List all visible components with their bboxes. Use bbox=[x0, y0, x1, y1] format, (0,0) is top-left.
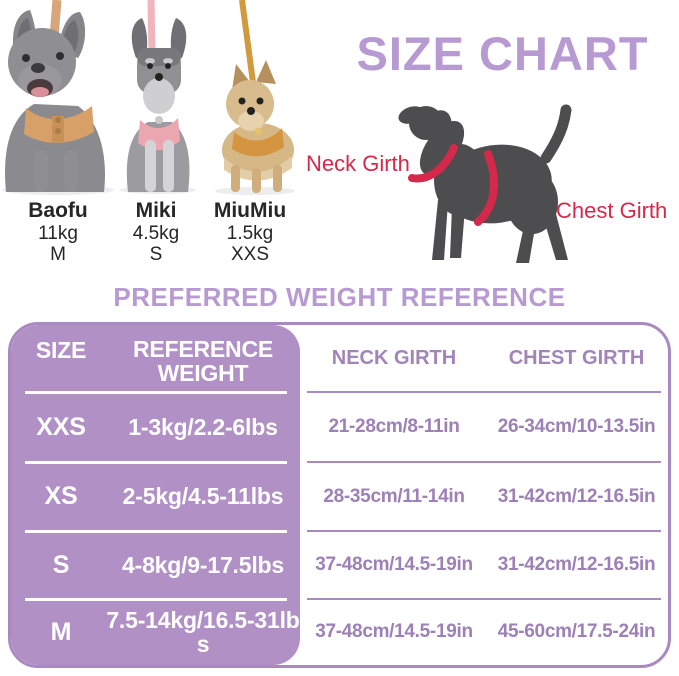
row-divider bbox=[25, 461, 287, 464]
dog-name: Miki bbox=[135, 199, 177, 222]
column-header-neck-girth: NECK GIRTH bbox=[331, 347, 457, 369]
model-dogs-photo: Baofu 11kg M Miki 4.5kg S MiuMiu 1.5kg X… bbox=[0, 0, 330, 270]
row-divider bbox=[307, 391, 661, 393]
row-divider bbox=[307, 530, 661, 532]
neck-girth-value: 37-48cm/14.5-19in bbox=[315, 621, 473, 642]
table-row-xxs: XXS 1-3kg/2.2-6lbs 21-28cm/8-11in 26-34c… bbox=[11, 392, 668, 462]
dog-name: Baofu bbox=[28, 199, 88, 222]
size-table: SIZE REFERENCE WEIGHT NECK GIRTH CHEST G… bbox=[8, 322, 671, 668]
size-value: M bbox=[50, 617, 72, 646]
measuring-dog-silhouette-icon bbox=[398, 104, 572, 263]
table-row-s: S 4-8kg/9-17.5lbs 37-48cm/14.5-19in 31-4… bbox=[11, 531, 668, 599]
neck-girth-band bbox=[408, 144, 458, 183]
size-weight-panel bbox=[11, 325, 300, 665]
chest-girth-label: Chest Girth bbox=[556, 198, 668, 223]
neck-girth-value: 21-28cm/8-11in bbox=[328, 416, 460, 437]
chest-girth-band bbox=[474, 150, 498, 226]
chest-girth-value: 26-34cm/10-13.5in bbox=[497, 416, 656, 437]
page-title: SIZE CHART bbox=[356, 27, 649, 80]
size-value: XXS bbox=[36, 412, 86, 441]
row-divider bbox=[25, 530, 287, 533]
chest-girth-value: 31-42cm/12-16.5in bbox=[497, 485, 656, 507]
dog-weight: 11kg bbox=[38, 222, 78, 244]
dog-size: M bbox=[50, 243, 66, 265]
neck-girth-value: 28-35cm/11-14in bbox=[323, 485, 465, 507]
size-value: XS bbox=[44, 482, 78, 510]
model-dogs-illustration bbox=[2, 0, 295, 195]
miki-dog-icon bbox=[126, 18, 190, 192]
model-dog-label-miki: Miki 4.5kg S bbox=[96, 199, 216, 265]
table-row-m: M 7.5-14kg/16.5-31lbs 37-48cm/14.5-19in … bbox=[11, 599, 668, 665]
row-divider bbox=[25, 598, 287, 601]
dog-name: MiuMiu bbox=[213, 199, 287, 222]
chest-girth-value: 31-42cm/12-16.5in bbox=[497, 554, 656, 575]
weight-value: 1-3kg/2.2-6lbs bbox=[128, 413, 278, 440]
row-divider bbox=[307, 461, 661, 463]
neck-girth-value: 37-48cm/14.5-19in bbox=[315, 554, 473, 575]
row-divider bbox=[307, 598, 661, 600]
column-header-chest-girth: CHEST GIRTH bbox=[508, 347, 645, 369]
table-row-xs: XS 2-5kg/4.5-11lbs 28-35cm/11-14in 31-42… bbox=[11, 462, 668, 531]
dog-weight: 1.5kg bbox=[226, 222, 274, 244]
chest-girth-value: 45-60cm/17.5-24in bbox=[497, 621, 656, 642]
dog-size: S bbox=[149, 243, 163, 265]
row-divider bbox=[25, 391, 287, 394]
column-header-size: SIZE bbox=[35, 337, 87, 363]
weight-value: 7.5-14kg/16.5-31lbs bbox=[106, 606, 300, 657]
baofu-dog-icon bbox=[5, 10, 105, 192]
miumiu-dog-icon bbox=[222, 60, 294, 193]
model-dog-label-miumiu: MiuMiu 1.5kg XXS bbox=[190, 199, 310, 265]
column-header-reference-weight: REFERENCE WEIGHT bbox=[132, 336, 274, 387]
size-value: S bbox=[52, 550, 70, 579]
dog-weight: 4.5kg bbox=[132, 222, 180, 244]
miki-leash-icon bbox=[147, 0, 156, 56]
weight-value: 2-5kg/4.5-11lbs bbox=[122, 483, 284, 510]
table-header-row: SIZE REFERENCE WEIGHT NECK GIRTH CHEST G… bbox=[11, 325, 668, 392]
neck-girth-label: Neck Girth bbox=[306, 151, 410, 176]
model-dog-label-baofu: Baofu 11kg M bbox=[0, 199, 118, 265]
section-heading: PREFERRED WEIGHT REFERENCE bbox=[113, 282, 566, 312]
dog-size: XXS bbox=[230, 243, 270, 265]
weight-value: 4-8kg/9-17.5lbs bbox=[122, 551, 284, 578]
